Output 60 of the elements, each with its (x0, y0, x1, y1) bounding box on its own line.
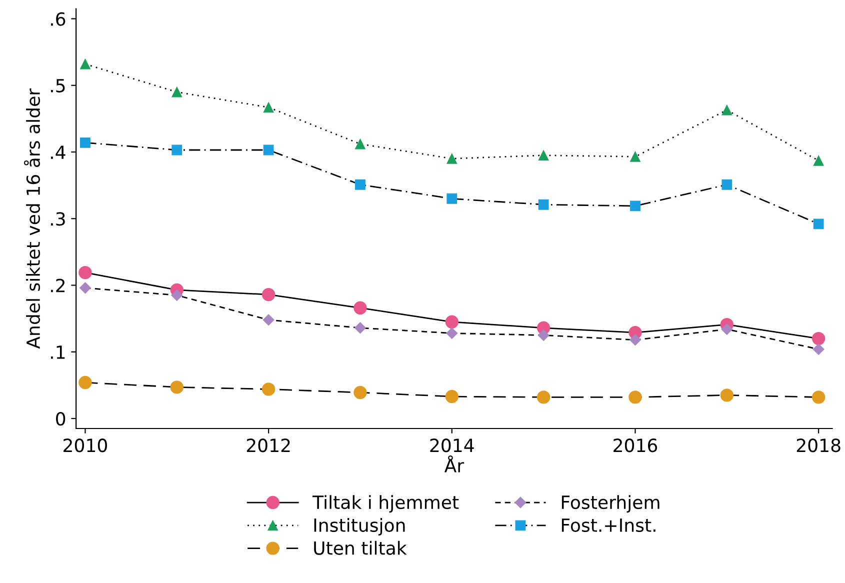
point (538, 329, 550, 341)
y-tick-label: .3 (51, 212, 65, 226)
point (262, 314, 274, 326)
x-tick-label: 2016 (614, 438, 658, 452)
point (78, 266, 92, 280)
y-axis-title: Andel siktet ved 16 års alder (24, 88, 40, 349)
point (538, 199, 549, 210)
y-tick-label: .5 (51, 79, 65, 92)
point (355, 138, 366, 150)
x-tick-label: 2012 (246, 438, 290, 452)
point (813, 218, 824, 230)
x-tick-label: 2014 (430, 438, 474, 452)
point (630, 151, 640, 162)
point (629, 334, 641, 346)
point (812, 343, 824, 355)
point (813, 155, 824, 166)
point (538, 150, 549, 161)
point (721, 323, 733, 335)
point (172, 144, 182, 156)
point (354, 301, 367, 315)
point (170, 380, 184, 394)
point (446, 193, 458, 204)
legend-label: Tiltak i hjemmet (312, 495, 459, 513)
point (812, 332, 826, 346)
legend-label: Institusjon (314, 518, 405, 536)
y-tick-label: 0 (56, 412, 66, 426)
point (536, 390, 550, 404)
point (722, 104, 732, 116)
point (262, 382, 276, 396)
point (262, 288, 276, 302)
point (263, 102, 274, 113)
legend-label: Fost.+Inst. (562, 518, 656, 532)
point (78, 376, 92, 390)
point (80, 58, 90, 70)
x-tick-label: 2010 (64, 438, 107, 452)
point (79, 282, 91, 294)
y-tick-label: .2 (51, 278, 65, 292)
point (354, 386, 367, 400)
point (355, 179, 366, 190)
point (171, 289, 183, 301)
point (172, 86, 182, 98)
legend-label: Fosterhjem (562, 495, 660, 513)
point (80, 137, 90, 148)
point (722, 179, 732, 190)
point (720, 388, 734, 402)
point (354, 322, 366, 334)
y-tick-label: .4 (51, 146, 66, 159)
point (628, 390, 642, 404)
point (446, 153, 458, 164)
point (446, 327, 458, 339)
point (263, 144, 274, 156)
x-tick-label: 2018 (796, 438, 840, 452)
point (445, 315, 458, 328)
legend-label: Uten tiltak (314, 540, 407, 555)
point (630, 200, 640, 212)
x-axis-title: År (444, 455, 464, 472)
y-tick-label: .1 (51, 346, 65, 359)
point (445, 390, 458, 404)
point (812, 390, 826, 404)
y-tick-label: .6 (51, 12, 66, 26)
